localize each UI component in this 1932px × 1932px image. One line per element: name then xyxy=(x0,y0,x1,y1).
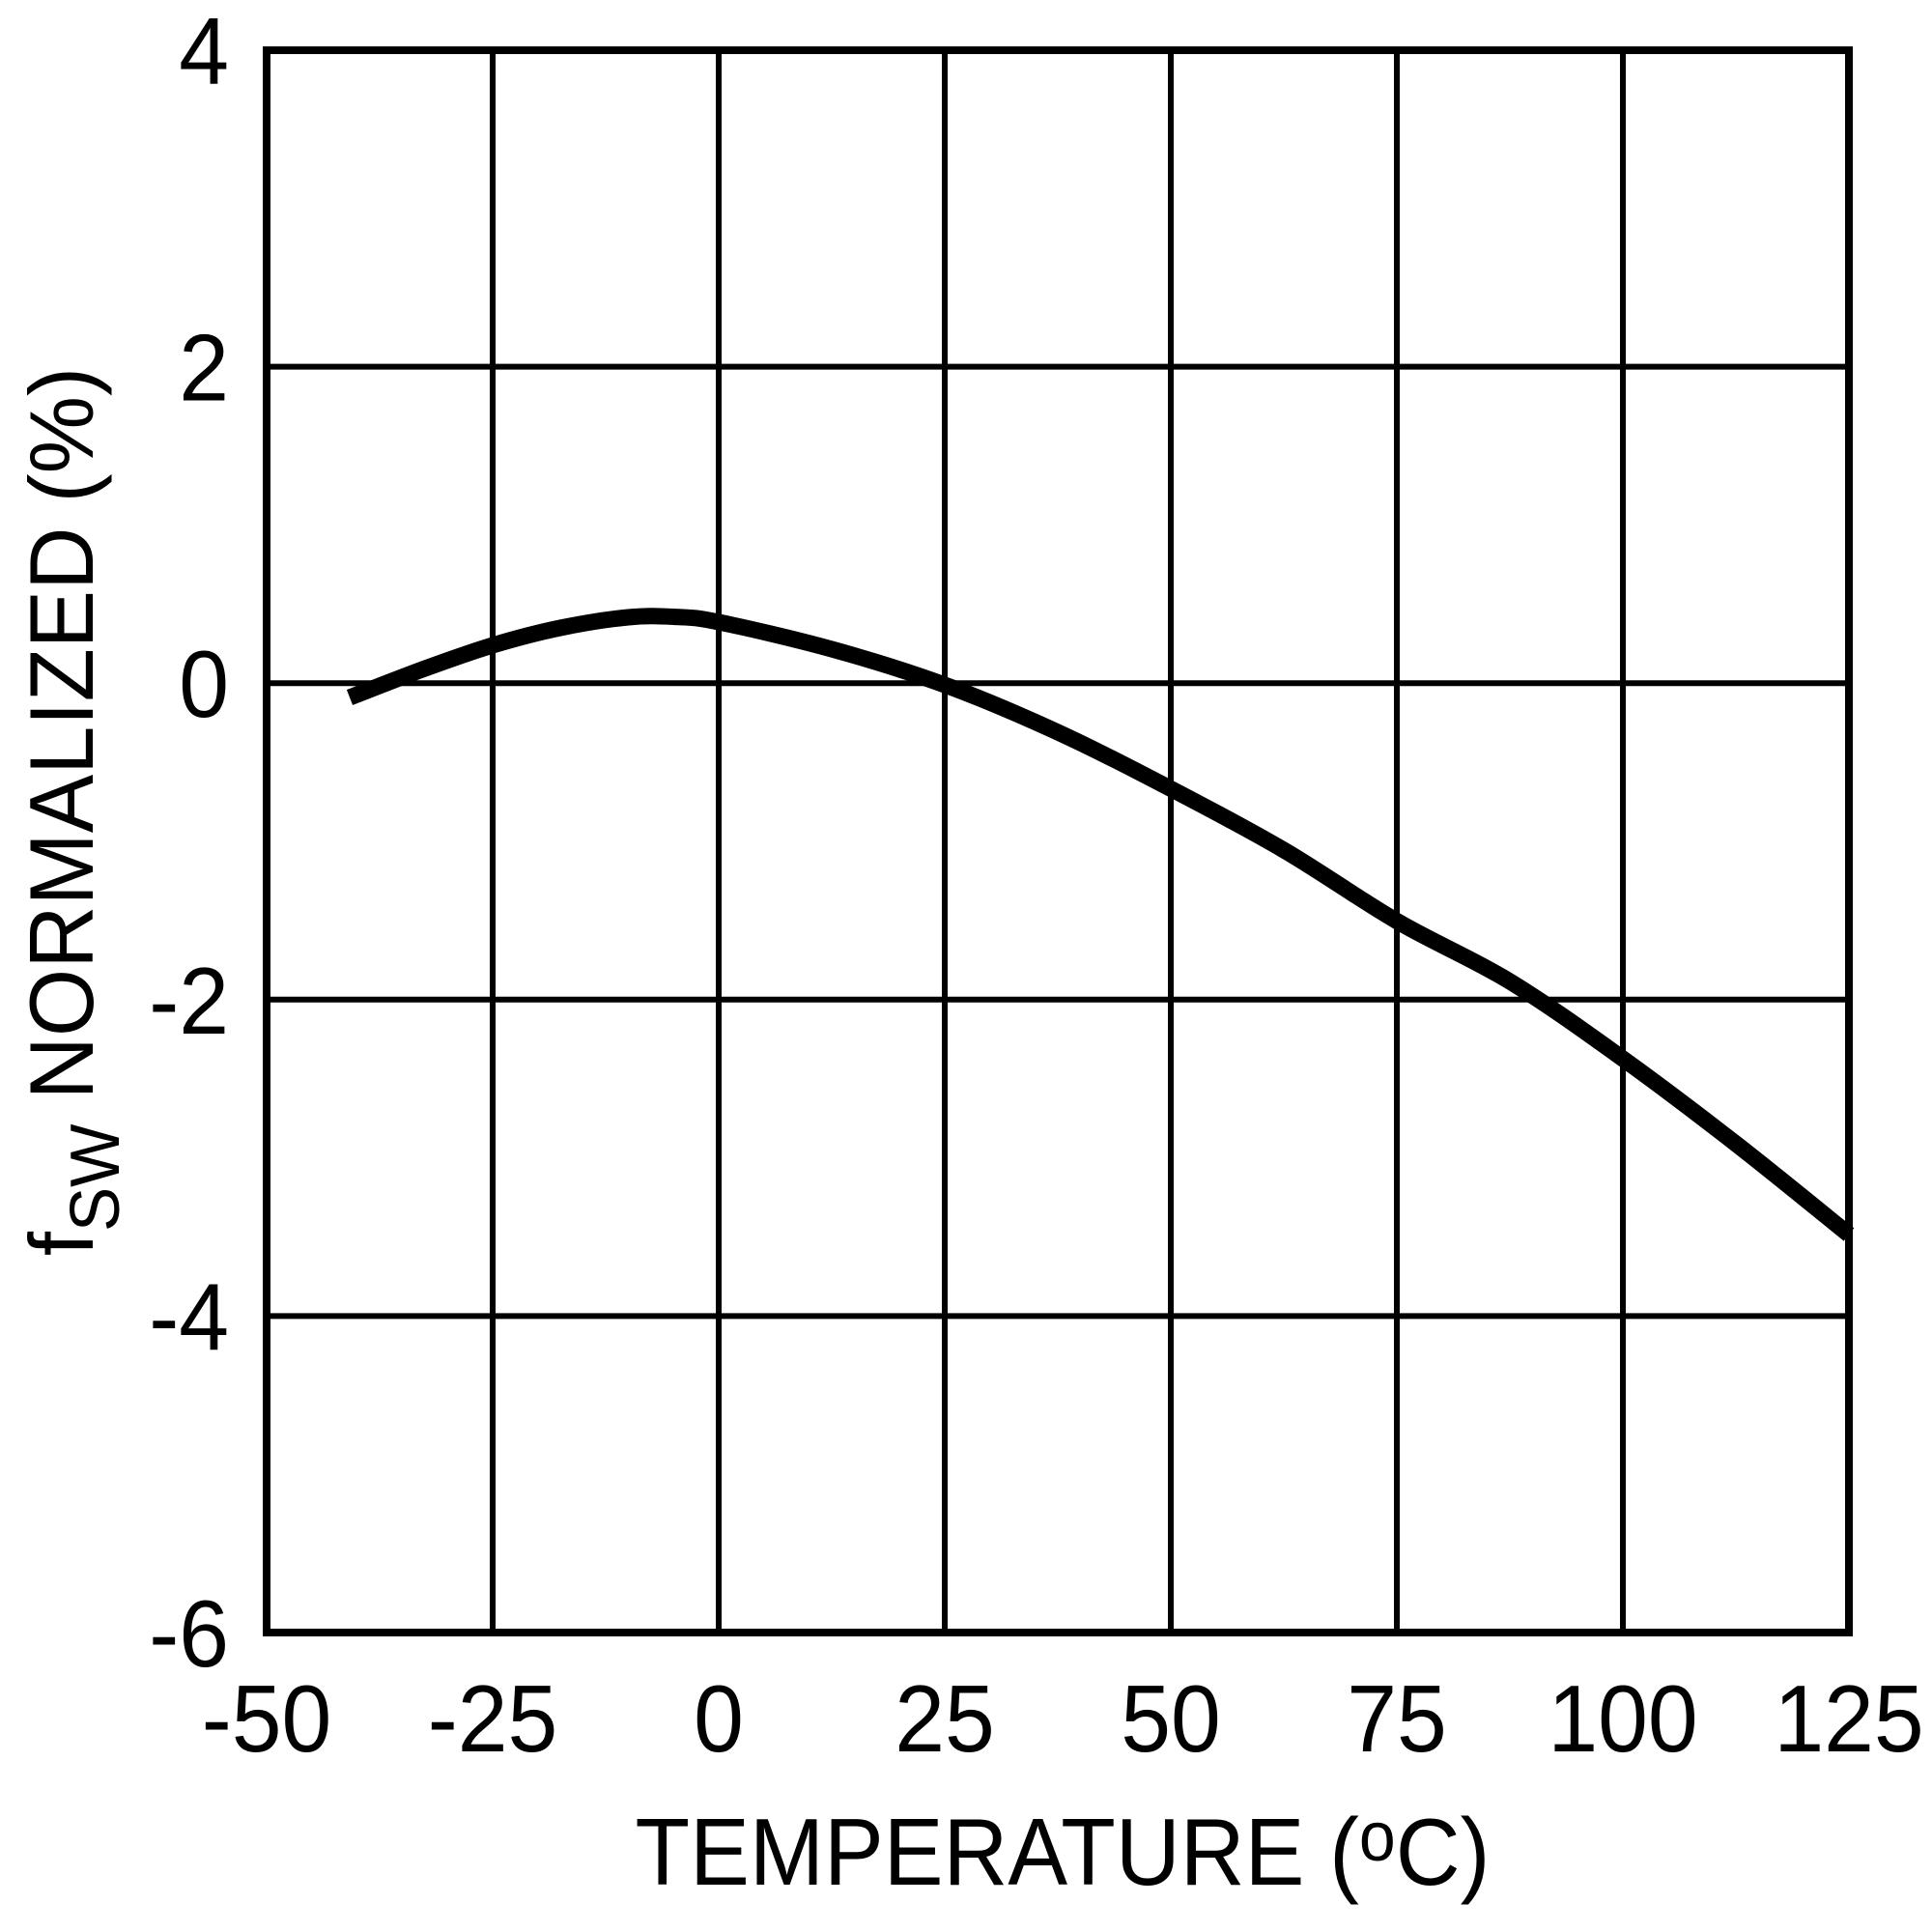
svg-text:-4: -4 xyxy=(149,1264,229,1371)
svg-text:2: 2 xyxy=(179,315,229,421)
svg-text:-6: -6 xyxy=(149,1581,229,1688)
svg-text:0: 0 xyxy=(179,632,229,738)
svg-text:25: 25 xyxy=(895,1666,995,1773)
svg-text:0: 0 xyxy=(694,1666,744,1773)
svg-text:75: 75 xyxy=(1347,1666,1447,1773)
svg-text:-2: -2 xyxy=(149,949,229,1055)
svg-text:-25: -25 xyxy=(428,1666,558,1773)
svg-text:125: 125 xyxy=(1774,1666,1923,1773)
svg-text:50: 50 xyxy=(1121,1666,1221,1773)
svg-text:100: 100 xyxy=(1548,1666,1697,1773)
svg-text:-50: -50 xyxy=(202,1666,332,1773)
svg-text:TEMPERATURE (oC): TEMPERATURE (oC) xyxy=(636,1798,1491,1905)
svg-text:4: 4 xyxy=(179,0,229,105)
